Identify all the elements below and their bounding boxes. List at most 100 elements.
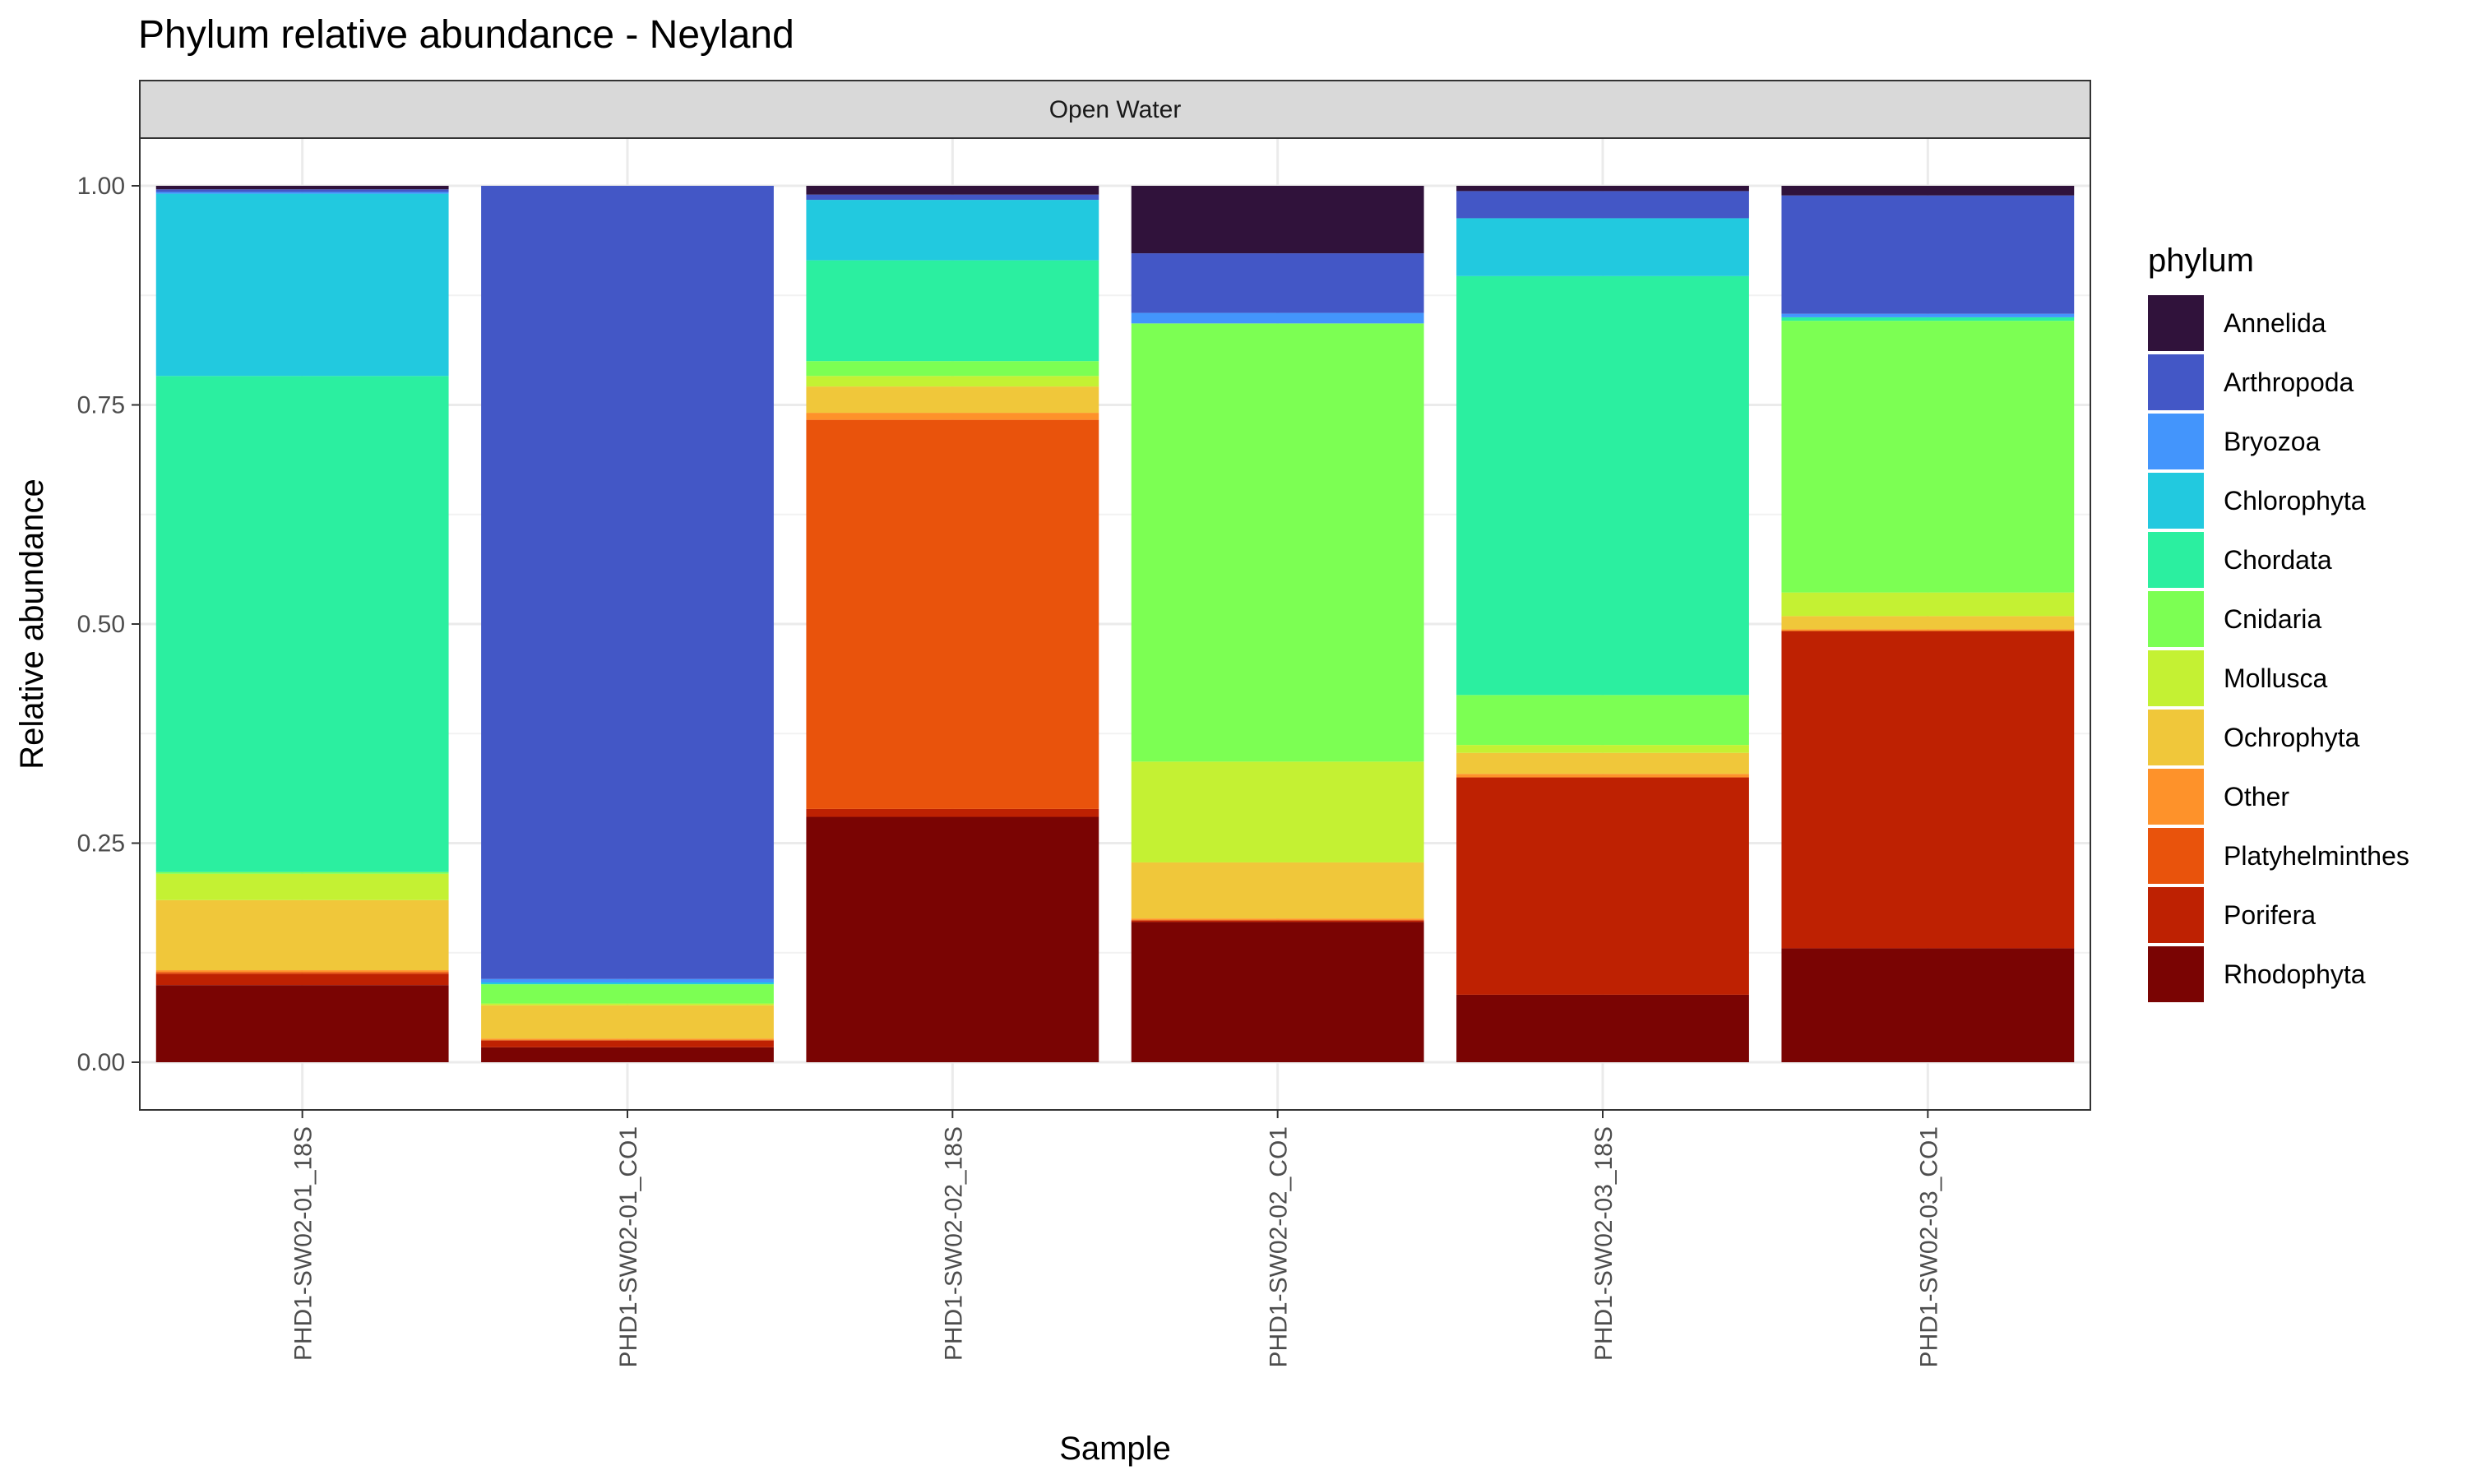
bar-segment-mollusca xyxy=(155,873,449,900)
bar-segment-platyhelminthes xyxy=(806,419,1099,809)
bar-segment-ochrophyta xyxy=(155,899,449,971)
legend-label: Annelida xyxy=(2224,308,2326,338)
chart-title: Phylum relative abundance - Neyland xyxy=(138,13,794,57)
y-tick-label: 1.00 xyxy=(77,173,125,200)
bar-segment-ochrophyta xyxy=(1456,752,1749,774)
bar-segment-cnidaria xyxy=(806,361,1099,377)
legend-label: Porifera xyxy=(2224,900,2316,930)
bar-segment-porifera xyxy=(1131,920,1424,922)
bar-segment-chordata xyxy=(1456,275,1749,696)
x-tick-label: PHD1-SW02-03_CO1 xyxy=(1915,1126,1942,1367)
bar-segment-mollusca xyxy=(481,1003,774,1006)
bar-segment-annelida xyxy=(155,186,449,190)
bar-segment-annelida xyxy=(1781,186,2075,196)
bar-segment-mollusca xyxy=(1781,592,2075,617)
bar-segment-annelida xyxy=(806,186,1099,195)
bar-segment-arthropoda xyxy=(806,194,1099,201)
legend-title: phylum xyxy=(2148,243,2254,279)
bar-segment-rhodophyta xyxy=(1131,922,1424,1062)
legend-key-chlorophyta xyxy=(2148,473,2204,529)
bar-segment-ochrophyta xyxy=(481,1005,774,1039)
legend-label: Rhodophyta xyxy=(2224,959,2366,989)
bar-segment-cnidaria xyxy=(1781,321,2075,593)
bar-segment-other xyxy=(481,1038,774,1041)
x-tick-label: PHD1-SW02-01_18S xyxy=(290,1126,317,1361)
bar-segment-rhodophyta xyxy=(481,1047,774,1062)
x-axis-title: Sample xyxy=(1059,1431,1171,1467)
bar-segment-rhodophyta xyxy=(1781,948,2075,1062)
bar-segment-cnidaria xyxy=(481,984,774,1004)
bar-segment-cnidaria xyxy=(155,871,449,874)
legend-key-mollusca xyxy=(2148,650,2204,706)
legend-label: Cnidaria xyxy=(2224,604,2321,634)
bar-segment-mollusca xyxy=(1131,761,1424,862)
bar-segment-arthropoda xyxy=(155,189,449,192)
bar-segment-chlorophyta xyxy=(155,193,449,377)
bar-segment-other xyxy=(1131,918,1424,921)
bar-segment-cnidaria xyxy=(1131,323,1424,762)
bar-segment-mollusca xyxy=(1456,745,1749,753)
bar-segment-ochrophyta xyxy=(806,386,1099,414)
bar-segment-rhodophyta xyxy=(155,985,449,1062)
bar-segment-chordata xyxy=(155,376,449,872)
y-tick-label: 0.00 xyxy=(77,1049,125,1076)
bar-segment-bryozoa xyxy=(1781,313,2075,317)
legend-key-arthropoda xyxy=(2148,354,2204,410)
y-axis-title: Relative abundance xyxy=(14,478,50,770)
bar-segment-porifera xyxy=(1781,631,2075,949)
legend-label: Chlorophyta xyxy=(2224,486,2366,515)
y-tick-label: 0.25 xyxy=(77,830,125,858)
bar-segment-arthropoda xyxy=(1456,191,1749,219)
bar-segment-bryozoa xyxy=(481,978,774,982)
x-tick-label: PHD1-SW02-02_18S xyxy=(940,1126,967,1361)
bar-segment-platyhelminthes xyxy=(155,972,449,974)
legend-label: Arthropoda xyxy=(2224,368,2354,397)
bar-segment-arthropoda xyxy=(1131,253,1424,313)
bar-segment-rhodophyta xyxy=(806,816,1099,1062)
legend-label: Ochrophyta xyxy=(2224,723,2360,752)
legend-key-platyhelminthes xyxy=(2148,828,2204,884)
legend-label: Mollusca xyxy=(2224,663,2327,693)
y-tick-label: 0.50 xyxy=(77,611,125,638)
legend-label: Other xyxy=(2224,782,2289,811)
bar-segment-porifera xyxy=(1456,777,1749,995)
bar-segment-mollusca xyxy=(806,376,1099,387)
legend-label: Platyhelminthes xyxy=(2224,841,2409,871)
bar-segment-chlorophyta xyxy=(481,982,774,985)
y-tick-label: 0.75 xyxy=(77,392,125,419)
bar-segment-chordata xyxy=(806,260,1099,362)
legend-key-cnidaria xyxy=(2148,591,2204,647)
legend-label: Bryozoa xyxy=(2224,427,2321,456)
bar-segment-ochrophyta xyxy=(1131,862,1424,919)
x-tick-label: PHD1-SW02-01_CO1 xyxy=(615,1126,642,1367)
legend-key-bryozoa xyxy=(2148,414,2204,469)
bar-segment-other xyxy=(806,413,1099,420)
bar-segment-chordata xyxy=(1781,317,2075,321)
legend-key-chordata xyxy=(2148,532,2204,588)
bar-segment-annelida xyxy=(1131,186,1424,254)
legend-key-rhodophyta xyxy=(2148,946,2204,1002)
legend-key-annelida xyxy=(2148,295,2204,351)
y-axis: 0.00 0.25 0.50 0.75 1.00 xyxy=(77,173,140,1076)
legend-label: Chordata xyxy=(2224,545,2332,575)
legend: phylum Annelida Arthropoda Bryozoa Chloroph… xyxy=(2148,243,2409,1002)
x-tick-label: PHD1-SW02-03_18S xyxy=(1590,1126,1618,1361)
bar-segment-ochrophyta xyxy=(1781,616,2075,630)
x-axis: PHD1-SW02-01_18S PHD1-SW02-01_CO1 PHD1-SW0… xyxy=(290,1110,1942,1367)
bar-segment-chlorophyta xyxy=(1456,218,1749,276)
x-tick-label: PHD1-SW02-02_CO1 xyxy=(1266,1126,1293,1367)
bar-segment-porifera xyxy=(481,1040,774,1047)
bar-segment-bryozoa xyxy=(1131,312,1424,324)
bar-segment-rhodophyta xyxy=(1456,994,1749,1062)
bar-segment-other xyxy=(155,970,449,973)
bar-segment-chlorophyta xyxy=(806,200,1099,261)
facet-strip xyxy=(139,80,2091,139)
bar-segment-cnidaria xyxy=(1456,695,1749,746)
legend-key-other xyxy=(2148,769,2204,825)
legend-key-ochrophyta xyxy=(2148,710,2204,765)
bars xyxy=(155,186,2075,1062)
bar-segment-other xyxy=(1456,774,1749,778)
bar-segment-porifera xyxy=(806,808,1099,817)
